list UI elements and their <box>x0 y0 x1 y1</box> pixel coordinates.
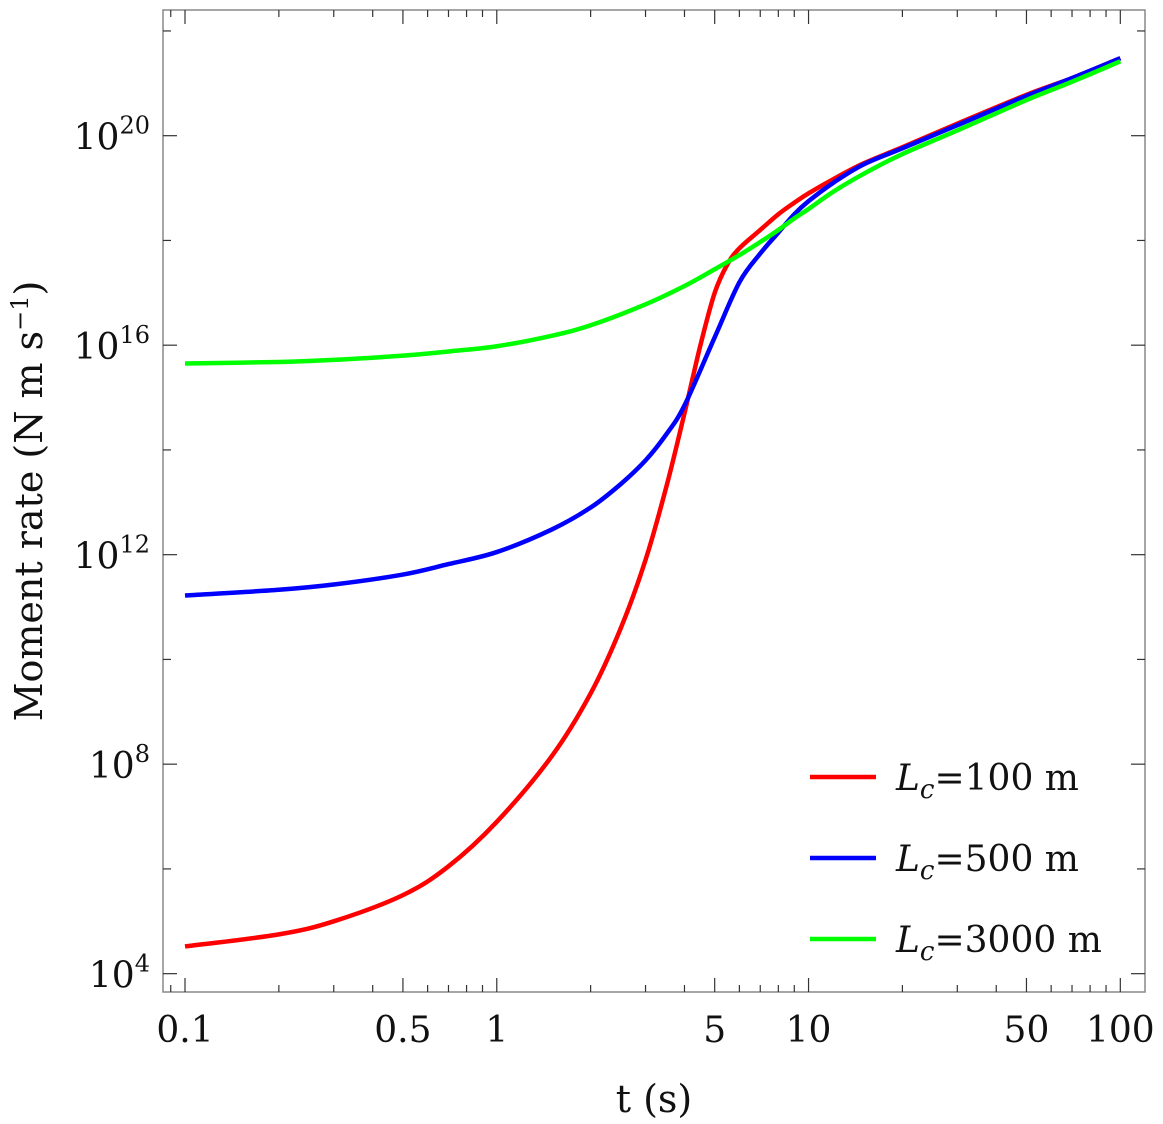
x-tick-label: 50 <box>1004 1010 1050 1051</box>
series-layer <box>184 56 1122 949</box>
y-tick-label: 1012 <box>74 531 150 578</box>
y-tick-label: 104 <box>89 950 150 997</box>
y-axis-label: Moment rate (N m s−1) <box>6 281 51 722</box>
y-axis-label-sup: −1 <box>6 295 34 330</box>
x-tick-label: 10 <box>786 1010 832 1051</box>
legend: Lc=100 m Lc=500 m Lc=3000 m <box>810 758 1102 967</box>
x-tick-label: 5 <box>703 1010 726 1051</box>
series-line <box>184 56 1122 598</box>
x-tick-label: 0.5 <box>374 1010 431 1051</box>
plot-frame <box>162 9 1146 993</box>
x-axis-label: t (s) <box>616 1077 693 1121</box>
x-tick-label: 1 <box>485 1010 508 1051</box>
y-axis-label-close: ) <box>7 281 51 296</box>
x-tick-label: 0.1 <box>156 1010 213 1051</box>
series-line <box>184 59 1122 366</box>
legend-label: Lc=100 m <box>895 758 1079 805</box>
x-axis-ticks: 0.1 0.5 1 5 10 50 100 <box>156 10 1155 1051</box>
y-axis-label-main: Moment rate (N m s <box>7 331 51 722</box>
y-axis-ticks: 104 108 1012 1016 1020 <box>74 30 1145 997</box>
x-tick-label: 100 <box>1086 1010 1155 1051</box>
series-line <box>184 56 1122 949</box>
legend-label: Lc=3000 m <box>895 920 1102 967</box>
y-tick-label: 1016 <box>74 321 150 368</box>
y-tick-label: 108 <box>89 740 150 787</box>
y-tick-label: 1020 <box>74 112 150 159</box>
legend-label: Lc=500 m <box>895 839 1079 886</box>
